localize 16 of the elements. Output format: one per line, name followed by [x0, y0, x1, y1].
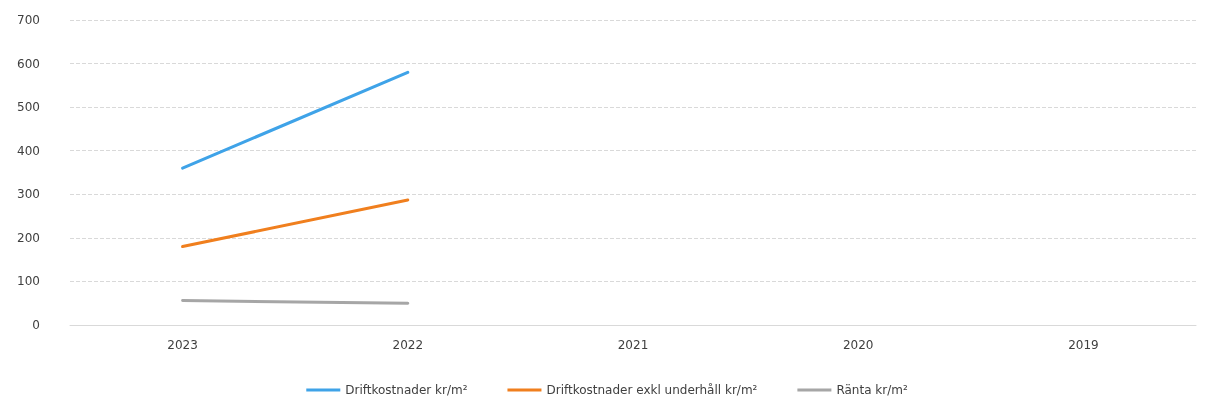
x-tick-label: 2019	[1068, 338, 1099, 352]
y-tick-label: 0	[32, 318, 40, 332]
y-tick-label: 400	[17, 143, 40, 158]
y-tick-label: 100	[17, 274, 40, 289]
y-tick-label: 600	[17, 56, 40, 71]
y-tick-label: 300	[17, 187, 40, 202]
x-tick-label: 2022	[392, 338, 424, 352]
y-tick-label: 500	[17, 100, 40, 115]
x-tick-label: 2023	[167, 338, 198, 352]
x-tick-label: 2021	[617, 338, 649, 352]
legend-label: Ränta kr/m²	[836, 383, 908, 397]
legend-label: Driftkostnader exkl underhåll kr/m²	[546, 383, 758, 397]
legend-label: Driftkostnader kr/m²	[345, 383, 468, 397]
x-tick-label: 2020	[842, 338, 874, 352]
y-tick-label: 200	[17, 230, 40, 245]
y-tick-label: 700	[17, 13, 40, 27]
